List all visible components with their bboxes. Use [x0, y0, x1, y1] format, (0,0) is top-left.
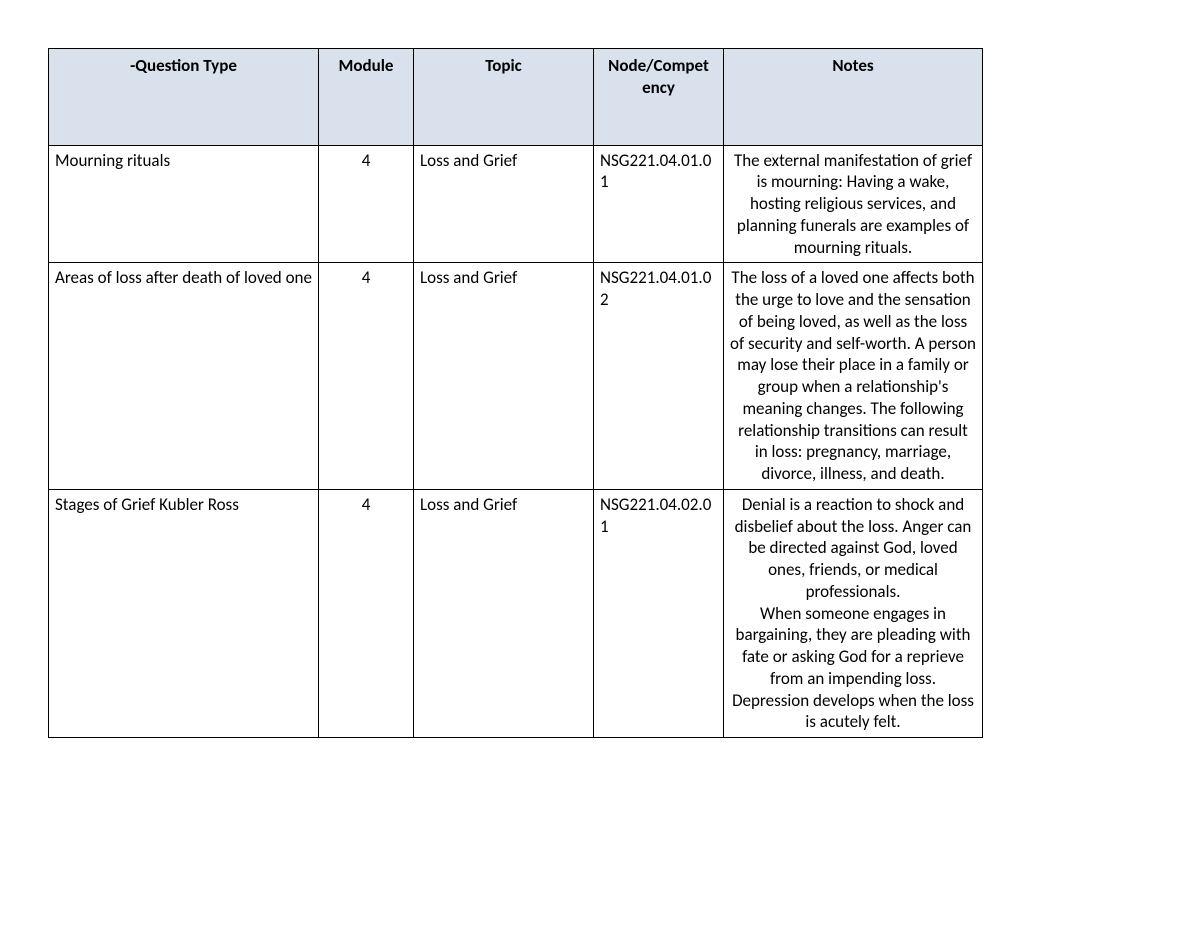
cell-module: 4: [319, 489, 414, 737]
header-notes: Notes: [724, 49, 983, 146]
header-node-line1: Node/Compet: [608, 55, 709, 76]
cell-notes: The external manifestation of grief is m…: [724, 145, 983, 263]
cell-module: 4: [319, 145, 414, 263]
cell-question-type: Mourning rituals: [49, 145, 319, 263]
table-row: Stages of Grief Kubler Ross 4 Loss and G…: [49, 489, 983, 737]
header-node-competency: Node/Compet ency: [594, 49, 724, 146]
header-topic: Topic: [414, 49, 594, 146]
header-module: Module: [319, 49, 414, 146]
table-body: Mourning rituals 4 Loss and Grief NSG221…: [49, 145, 983, 738]
cell-notes: Denial is a reaction to shock and disbel…: [724, 489, 983, 737]
header-row: -Question Type Module Topic Node/Compet …: [49, 49, 983, 146]
cell-node: NSG221.04.01.02: [594, 263, 724, 490]
cell-question-type: Areas of loss after death of loved one: [49, 263, 319, 490]
cell-module: 4: [319, 263, 414, 490]
cell-node: NSG221.04.02.01: [594, 489, 724, 737]
page: -Question Type Module Topic Node/Compet …: [0, 0, 1200, 738]
cell-topic: Loss and Grief: [414, 263, 594, 490]
cell-topic: Loss and Grief: [414, 145, 594, 263]
table-row: Mourning rituals 4 Loss and Grief NSG221…: [49, 145, 983, 263]
table-header: -Question Type Module Topic Node/Compet …: [49, 49, 983, 146]
cell-node: NSG221.04.01.01: [594, 145, 724, 263]
cell-topic: Loss and Grief: [414, 489, 594, 737]
header-question-type: -Question Type: [49, 49, 319, 146]
cell-notes: The loss of a loved one affects both the…: [724, 263, 983, 490]
cell-question-type: Stages of Grief Kubler Ross: [49, 489, 319, 737]
table-row: Areas of loss after death of loved one 4…: [49, 263, 983, 490]
data-table: -Question Type Module Topic Node/Compet …: [48, 48, 983, 738]
header-node-line2: ency: [642, 77, 675, 98]
